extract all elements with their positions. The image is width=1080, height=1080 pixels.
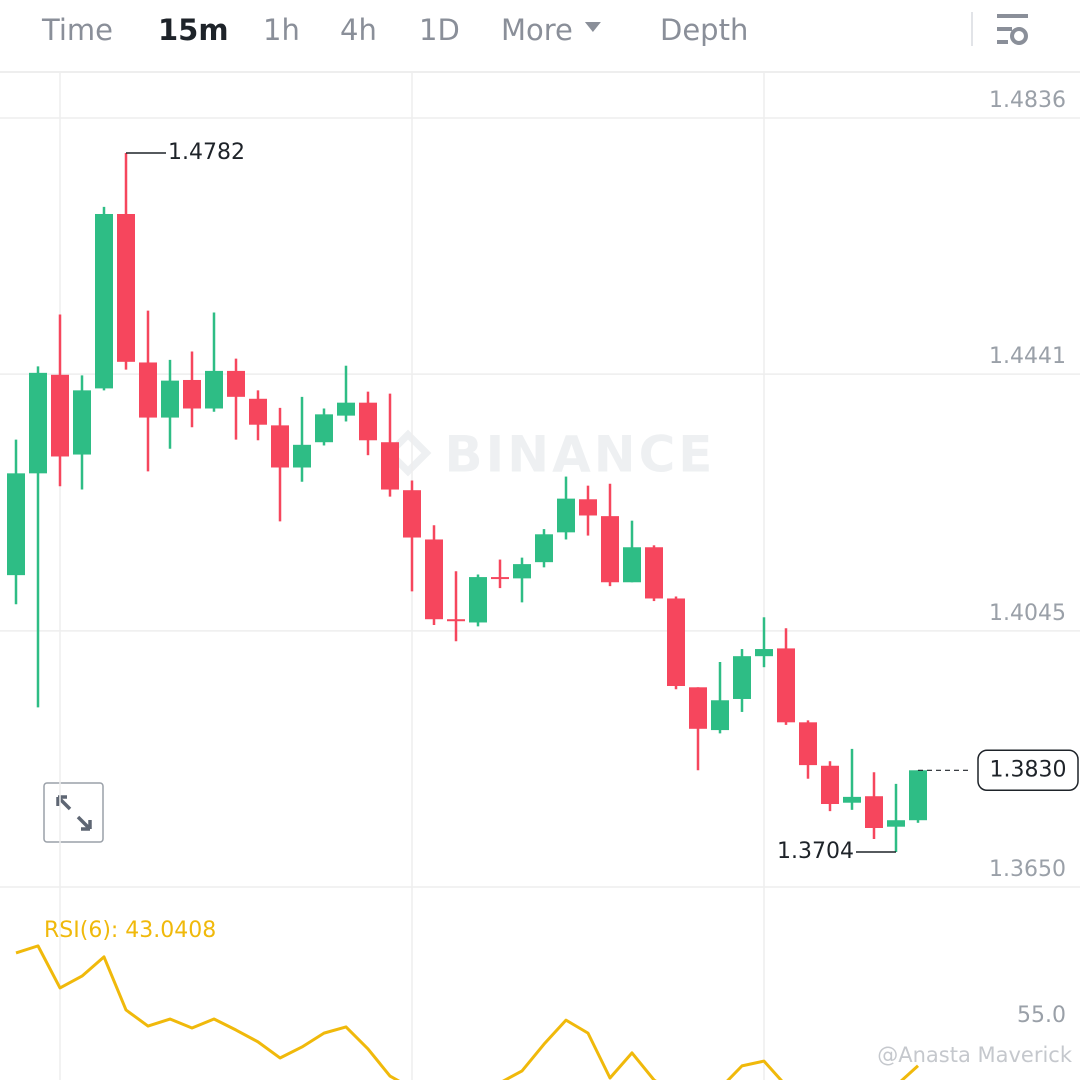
candle-body <box>843 796 861 803</box>
candle-body <box>491 577 509 580</box>
candle-body <box>777 648 795 723</box>
tab[interactable]: More <box>501 13 573 47</box>
candle-body <box>29 372 47 474</box>
candle-body <box>403 490 421 538</box>
candle-body <box>337 402 355 416</box>
candle-body <box>51 374 69 457</box>
candle-body <box>117 213 135 362</box>
y-tick-label: 1.4045 <box>989 601 1066 626</box>
y-tick-label: 1.3650 <box>989 857 1066 882</box>
rsi-line <box>15 944 920 1080</box>
tab[interactable]: 1D <box>419 13 460 47</box>
candle-body <box>425 539 443 620</box>
low-label: 1.3704 <box>777 839 854 864</box>
dropdown-arrow <box>584 22 601 32</box>
candle-body <box>95 213 113 389</box>
candle-body <box>821 765 839 805</box>
settings-icon[interactable] <box>997 14 1028 45</box>
candle-body <box>667 598 685 687</box>
tab[interactable]: Depth <box>660 13 748 47</box>
candle-body <box>887 820 905 827</box>
candle-body <box>447 619 465 622</box>
candle-body <box>733 656 751 699</box>
candle-body <box>359 402 377 441</box>
tab[interactable]: 1h <box>263 13 300 47</box>
tab[interactable]: Time <box>41 13 113 47</box>
candle-body <box>381 442 399 490</box>
tab[interactable]: 15m <box>158 13 229 47</box>
credit: @Anasta Maverick <box>877 1043 1073 1067</box>
candle-body <box>579 499 597 516</box>
rsi-tick-label: 55.0 <box>1017 1003 1066 1028</box>
y-tick-label: 1.4441 <box>989 344 1066 369</box>
candle-body <box>7 473 25 576</box>
candle-body <box>645 547 663 599</box>
y-tick-label: 1.4836 <box>989 88 1066 113</box>
tab[interactable]: 4h <box>340 13 377 47</box>
candle-body <box>799 722 817 766</box>
candle-body <box>711 700 729 731</box>
candle-body <box>183 379 201 409</box>
watermark: BINANCE <box>445 426 716 484</box>
candle-body <box>909 770 927 821</box>
candle-body <box>293 444 311 468</box>
candle-body <box>865 796 883 828</box>
rsi-title: RSI(6): 43.0408 <box>44 918 216 943</box>
candle-body <box>205 370 223 409</box>
candle-body <box>315 414 333 443</box>
candle-body <box>73 390 91 455</box>
candle-body <box>623 547 641 583</box>
candle-body <box>469 577 487 623</box>
candle-body <box>755 649 773 657</box>
candle-body <box>513 564 531 579</box>
top-bar <box>0 0 1080 72</box>
candle-body <box>249 398 267 425</box>
candle-body <box>271 425 289 468</box>
candle-body <box>557 498 575 533</box>
last-price-box <box>977 749 1079 792</box>
last-price-label: 1.3830 <box>990 757 1067 782</box>
candle-body <box>535 534 553 563</box>
expand-button[interactable] <box>43 782 104 843</box>
candle-body <box>601 516 619 583</box>
high-label: 1.4782 <box>168 140 245 165</box>
candle-body <box>689 687 707 729</box>
candle-body <box>139 362 157 418</box>
candle-body <box>161 380 179 418</box>
candle-body <box>227 370 245 397</box>
